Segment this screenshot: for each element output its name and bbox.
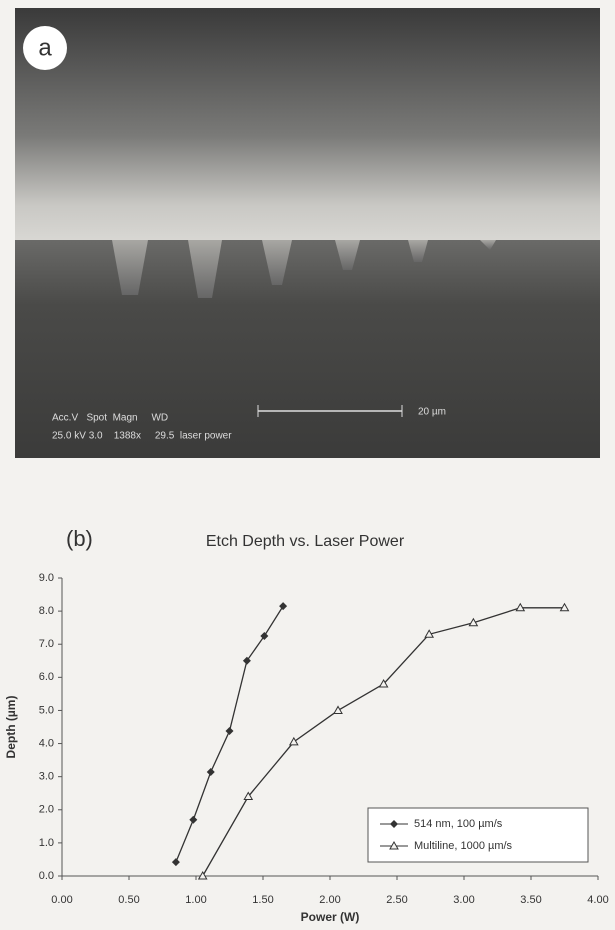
x-tick-label: 0.00 — [51, 894, 72, 906]
trench — [112, 240, 148, 295]
trench — [335, 240, 360, 270]
triangle-marker — [515, 602, 526, 612]
chart-title: Etch Depth vs. Laser Power — [206, 533, 405, 550]
y-tick-label: 7.0 — [39, 638, 54, 650]
x-axis-label: Power (W) — [301, 910, 360, 924]
chart-panel-label: (b) — [66, 526, 93, 551]
y-tick-label: 1.0 — [39, 837, 54, 849]
y-tick-label: 3.0 — [39, 771, 54, 783]
chart: (b) Etch Depth vs. Laser Power Power (W)… — [4, 526, 609, 924]
x-tick-label: 1.50 — [252, 894, 273, 906]
triangle-marker — [333, 705, 343, 714]
trench — [188, 240, 222, 298]
legend-box — [367, 807, 589, 863]
panel-badge — [23, 26, 67, 70]
trench — [480, 240, 496, 250]
trench — [408, 240, 428, 262]
triangle-marker — [389, 840, 399, 850]
triangle-marker — [378, 678, 389, 688]
diamond-marker — [390, 820, 398, 828]
x-tick-label: 4.00 — [587, 894, 608, 906]
triangle-marker — [559, 602, 570, 612]
y-tick-label: 5.0 — [39, 704, 54, 716]
y-tick-label: 8.0 — [39, 605, 54, 617]
diamond-marker — [189, 815, 198, 824]
sem-image: a Acc.V Spot Magn WD 25.0 kV 3.0 1388x 2… — [15, 8, 600, 458]
y-tick-label: 9.0 — [39, 572, 54, 584]
x-tick-label: 3.00 — [453, 894, 474, 906]
x-tick-label: 1.00 — [185, 894, 206, 906]
y-tick-label: 0.0 — [39, 870, 54, 882]
y-tick-label: 4.0 — [39, 737, 54, 749]
triangle-marker — [468, 617, 479, 627]
trench — [262, 240, 292, 285]
panel-label: a — [38, 34, 52, 61]
diamond-marker — [206, 768, 215, 777]
sem-values: 25.0 kV 3.0 1388x 29.5 laser power — [52, 431, 232, 442]
x-tick-label: 3.50 — [520, 894, 541, 906]
x-tick-label: 2.00 — [319, 894, 340, 906]
sem-background — [15, 8, 600, 240]
diamond-marker — [225, 726, 234, 735]
sem-header: Acc.V Spot Magn WD — [52, 413, 168, 424]
x-tick-label: 2.50 — [386, 894, 407, 906]
scale-label: 20 µm — [418, 407, 446, 418]
diamond-marker — [260, 631, 269, 640]
y-tick-label: 2.0 — [39, 804, 54, 816]
legend-label: 514 nm, 100 µm/s — [414, 818, 503, 830]
x-tick-label: 0.50 — [118, 894, 139, 906]
diamond-marker — [171, 858, 180, 867]
y-tick-label: 6.0 — [39, 671, 54, 683]
y-axis-label: Depth (µm) — [4, 696, 18, 759]
diamond-marker — [279, 602, 288, 611]
triangle-marker — [288, 736, 299, 746]
diamond-marker — [242, 656, 251, 665]
triangle-marker — [424, 629, 435, 638]
legend-label: Multiline, 1000 µm/s — [414, 840, 513, 852]
sem-substrate — [15, 240, 600, 458]
triangle-marker — [243, 791, 254, 801]
triangle-marker — [197, 870, 208, 880]
